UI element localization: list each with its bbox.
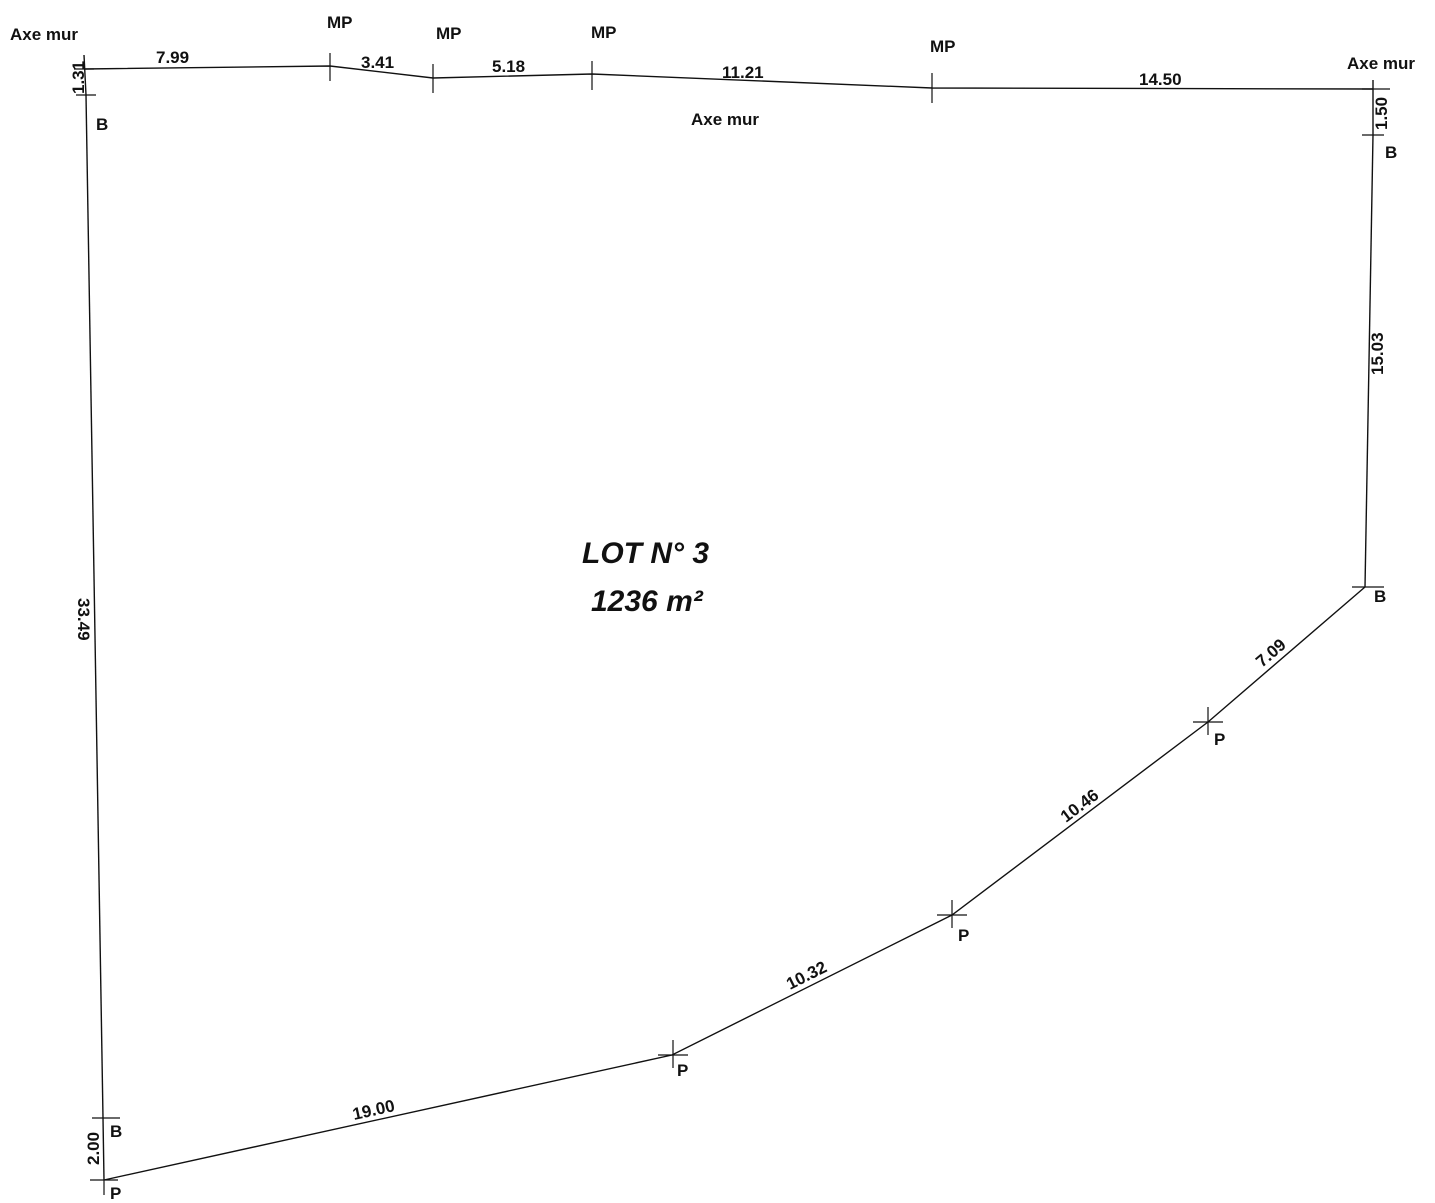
b-label-left-top: B (96, 115, 108, 134)
p-label-1: P (110, 1184, 121, 1203)
dim-left-side: 33.49 (74, 598, 93, 641)
dim-top-5: 14.50 (1139, 70, 1182, 89)
axe-mur-label-left: Axe mur (10, 25, 78, 44)
dim-left-bottom: 2.00 (84, 1132, 103, 1165)
dim-top-2: 3.41 (361, 53, 394, 72)
left-bottom-line (102, 1117, 105, 1181)
point-labels: Axe mur Axe mur Axe mur MP MP MP MP B B … (10, 13, 1415, 1203)
p-label-3: P (958, 926, 969, 945)
b-label-left-bottom: B (110, 1122, 122, 1141)
lot-area: 1236 m² (591, 585, 704, 618)
dim-top-3: 5.18 (492, 57, 525, 76)
p-label-2: P (677, 1061, 688, 1080)
dim-bottom-3: 10.46 (1057, 785, 1102, 826)
dim-right-side: 15.03 (1368, 332, 1387, 375)
b-label-right-bottom: B (1374, 587, 1386, 606)
lot-title: LOT N° 3 (582, 537, 709, 570)
axe-mur-label-center: Axe mur (691, 110, 759, 129)
top-boundary-line (83, 65, 1374, 90)
right-boundary-line (1364, 134, 1374, 588)
mp-label-4: MP (930, 37, 956, 56)
left-boundary-line (85, 94, 104, 1119)
b-label-right-top: B (1385, 143, 1397, 162)
survey-marks (74, 53, 1390, 1195)
dimension-labels: 7.99 3.41 5.18 11.21 14.50 1.31 1.50 15.… (69, 48, 1391, 1165)
bottom-boundary-line (103, 586, 1366, 1181)
dim-top-1: 7.99 (156, 48, 189, 67)
dim-top-4: 11.21 (722, 63, 764, 82)
mp-label-1: MP (327, 13, 353, 32)
left-top-offset-line (83, 54, 87, 96)
lot-boundary (83, 54, 1374, 1181)
axe-mur-label-right: Axe mur (1347, 54, 1415, 73)
lot-title-block: LOT N° 3 1236 m² (582, 537, 709, 618)
mp-label-2: MP (436, 24, 462, 43)
dim-left-top: 1.31 (69, 61, 88, 94)
mp-label-3: MP (591, 23, 617, 42)
dim-bottom-4: 7.09 (1252, 635, 1289, 671)
dim-right-top: 1.50 (1372, 97, 1391, 130)
p-label-4: P (1214, 730, 1225, 749)
dim-bottom-1: 19.00 (351, 1096, 397, 1124)
